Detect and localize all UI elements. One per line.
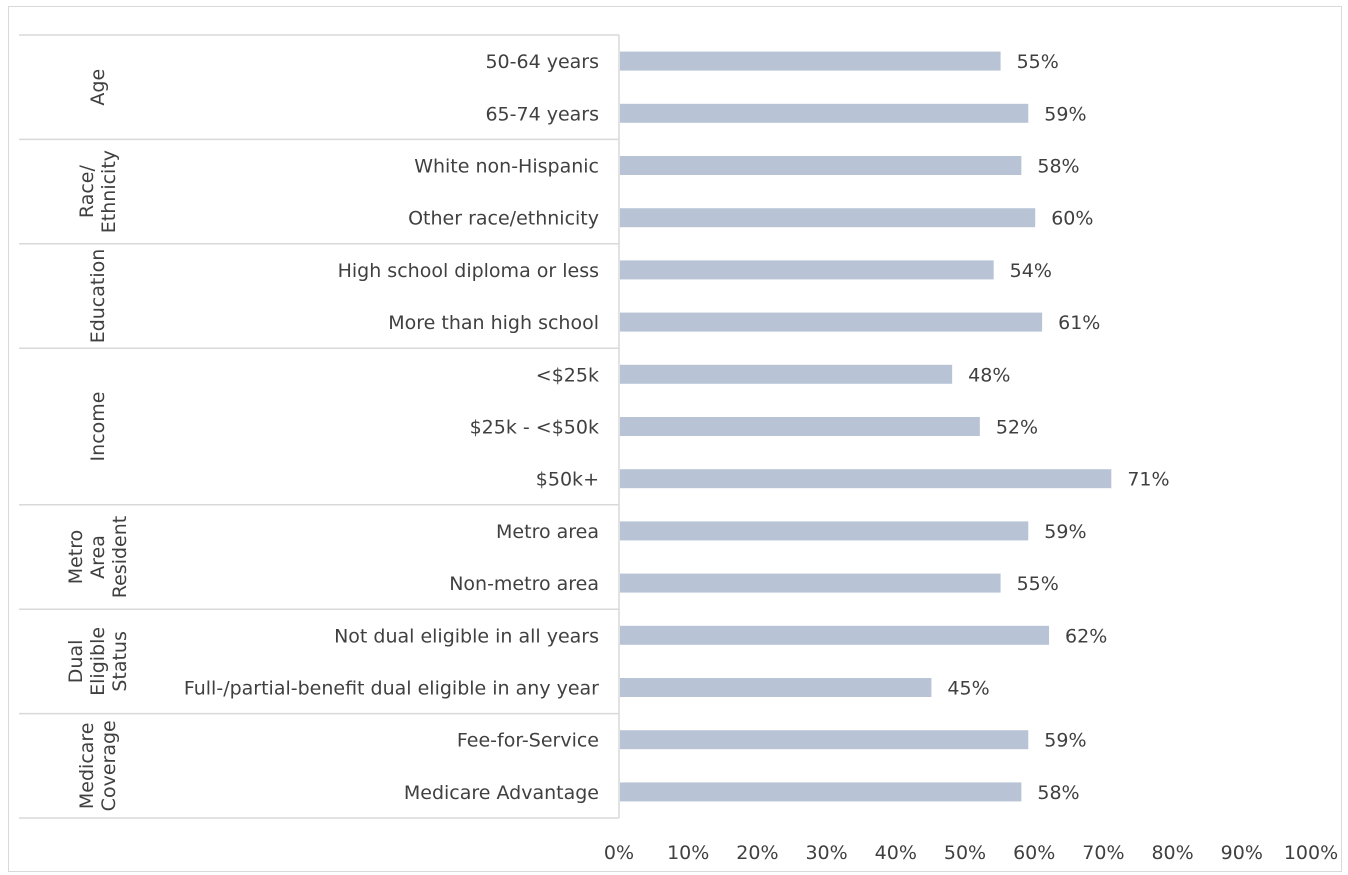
group-label-line: Area: [87, 535, 109, 579]
group-label-line: Coverage: [98, 720, 120, 811]
value-label: 52%: [996, 417, 1038, 439]
bar: [620, 51, 1001, 71]
group-label-line: Metro: [65, 530, 87, 585]
x-tick-label: 0%: [604, 842, 634, 864]
bar: [620, 312, 1043, 332]
group-label: Income: [87, 392, 109, 462]
bar: [620, 573, 1001, 593]
x-tick-label: 90%: [1221, 842, 1263, 864]
bar: [620, 521, 1029, 541]
x-tick-label: 80%: [1151, 842, 1193, 864]
group-label-line: Status: [109, 631, 131, 692]
value-label: 45%: [947, 678, 989, 700]
category-label: Metro area: [496, 521, 599, 543]
group-label-line: Age: [87, 69, 109, 106]
x-tick-label: 70%: [1082, 842, 1124, 864]
category-label: Not dual eligible in all years: [334, 625, 599, 647]
group-label-line: Dual: [65, 640, 87, 684]
value-label: 61%: [1058, 312, 1100, 334]
category-label: Full-/partial-benefit dual eligible in a…: [184, 678, 599, 700]
bar-chart: 50-64 years 55% 65-74 years 59% Age White non…: [19, 34, 1338, 864]
category-label: $50k+: [536, 469, 599, 491]
group-label-line: Income: [87, 392, 109, 462]
bar: [620, 260, 994, 280]
x-tick-label: 40%: [875, 842, 917, 864]
group-label: DualEligibleStatus: [65, 627, 131, 696]
bar: [620, 469, 1112, 489]
value-label: 54%: [1010, 260, 1052, 282]
category-label: 50-64 years: [485, 51, 599, 73]
group-label: Education: [87, 249, 109, 344]
bar: [620, 364, 953, 384]
category-label: Non-metro area: [449, 573, 599, 595]
category-label: High school diploma or less: [338, 260, 599, 282]
value-label: 58%: [1037, 782, 1079, 804]
bar: [620, 730, 1029, 750]
value-label: 59%: [1044, 103, 1086, 125]
value-label: 55%: [1017, 51, 1059, 73]
category-label: White non-Hispanic: [414, 156, 599, 178]
x-tick-label: 50%: [944, 842, 986, 864]
category-label: 65-74 years: [485, 103, 599, 125]
group-label-line: Eligible: [87, 627, 109, 696]
category-label: More than high school: [388, 312, 599, 334]
value-label: 59%: [1044, 730, 1086, 752]
group-label: MetroAreaResident: [65, 516, 131, 598]
bar: [620, 782, 1022, 802]
x-tick-label: 100%: [1284, 842, 1338, 864]
chart-frame: 50-64 years 55% 65-74 years 59% Age White non…: [8, 6, 1342, 872]
category-label: <$25k: [536, 364, 599, 386]
value-label: 60%: [1051, 208, 1093, 230]
category-label: Fee-for-Service: [457, 730, 599, 752]
bar: [620, 103, 1029, 123]
value-label: 59%: [1044, 521, 1086, 543]
group-label: MedicareCoverage: [76, 720, 120, 811]
category-label: Medicare Advantage: [404, 782, 599, 804]
value-label: 58%: [1037, 156, 1079, 178]
group-label-line: Medicare: [76, 722, 98, 809]
value-label: 62%: [1065, 625, 1107, 647]
group-label: Race/Ethnicity: [76, 150, 120, 233]
bar: [620, 625, 1050, 645]
bar: [620, 208, 1036, 228]
group-label: Age: [87, 69, 109, 106]
group-label-line: Ethnicity: [98, 150, 120, 233]
group-label-line: Race/: [76, 165, 98, 219]
x-tick-label: 30%: [805, 842, 847, 864]
bar: [620, 156, 1022, 175]
category-label: $25k - <$50k: [470, 417, 599, 439]
x-tick-label: 10%: [667, 842, 709, 864]
value-label: 55%: [1017, 573, 1059, 595]
value-label: 71%: [1127, 469, 1169, 491]
x-tick-label: 20%: [736, 842, 778, 864]
group-label-line: Resident: [109, 516, 131, 598]
x-tick-label: 60%: [1013, 842, 1055, 864]
bar: [620, 417, 980, 436]
value-label: 48%: [968, 364, 1010, 386]
group-label-line: Education: [87, 249, 109, 344]
category-label: Other race/ethnicity: [408, 208, 599, 230]
bar: [620, 678, 932, 697]
